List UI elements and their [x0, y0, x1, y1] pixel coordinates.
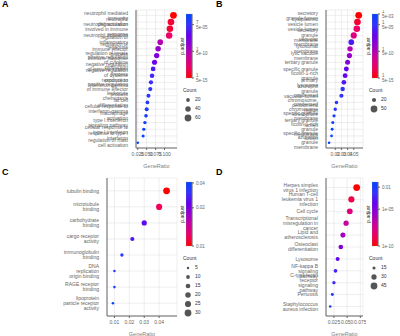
svg-text:neutrophil mediatedimmunity: neutrophil mediatedimmunity — [84, 10, 128, 21]
svg-text:15e-10: 15e-10 — [382, 47, 394, 57]
svg-text:condensedchromosomekinetochore: condensedchromosomekinetochore — [289, 101, 318, 117]
svg-text:p.adjust: p.adjust — [366, 37, 371, 55]
svg-text:negative regulationof immune s: negative regulationof immune systemproce… — [86, 61, 129, 77]
svg-text:15: 15 — [381, 264, 387, 270]
svg-text:Lysosome: Lysosome — [295, 256, 318, 262]
svg-text:15e-15: 15e-15 — [382, 73, 394, 82]
svg-text:Transcriptionalmisregulation i: Transcriptionalmisregulation incancer — [283, 215, 318, 231]
svg-text:0.02: 0.02 — [124, 319, 134, 325]
svg-text:5: 5 — [195, 264, 198, 270]
svg-text:p.adjust: p.adjust — [366, 205, 371, 223]
svg-text:Herpes simplexvirus 1 infectio: Herpes simplexvirus 1 infection — [283, 182, 318, 193]
svg-text:carbohydratebinding: carbohydratebinding — [70, 217, 99, 228]
svg-text:0.02: 0.02 — [196, 205, 205, 210]
svg-text:15e-15: 15e-15 — [196, 73, 208, 82]
svg-text:20: 20 — [195, 96, 201, 102]
svg-text:45: 45 — [381, 282, 387, 288]
svg-text:75e-05: 75e-05 — [196, 20, 208, 30]
svg-text:15e-05: 15e-05 — [382, 20, 394, 30]
svg-text:1e-05: 1e-05 — [382, 207, 394, 212]
svg-text:RAGE receptorbinding: RAGE receptorbinding — [65, 281, 99, 292]
svg-text:25: 25 — [195, 300, 201, 306]
svg-text:15e-03: 15e-03 — [382, 10, 394, 19]
svg-text:Count: Count — [183, 87, 197, 93]
svg-text:Count: Count — [369, 87, 383, 93]
svg-text:GeneRatio: GeneRatio — [129, 331, 155, 336]
svg-text:p.adjust: p.adjust — [180, 37, 185, 55]
svg-text:0.01: 0.01 — [382, 185, 391, 190]
svg-text:microtubulebinding: microtubulebinding — [73, 201, 99, 212]
svg-text:10: 10 — [195, 273, 201, 279]
svg-text:lipoproteinparticle receptorac: lipoproteinparticle receptoractivity — [63, 295, 99, 311]
svg-text:NF-kappa Bsignalingpathway: NF-kappa Bsignalingpathway — [291, 263, 318, 279]
svg-text:0.025: 0.025 — [328, 319, 341, 325]
svg-text:ficolin-1-richgranulemembrane: ficolin-1-richgranulemembrane — [291, 121, 318, 137]
svg-text:0.100: 0.100 — [158, 151, 171, 157]
svg-text:Count: Count — [183, 255, 197, 261]
svg-text:50: 50 — [381, 105, 387, 111]
svg-text:0.01: 0.01 — [196, 244, 205, 249]
svg-text:15e-10: 15e-10 — [196, 47, 208, 57]
svg-text:response tointerferon-gamma: response tointerferon-gamma — [89, 77, 129, 88]
svg-text:neutrophil activationinvolved: neutrophil activationinvolved in immuner… — [84, 21, 129, 37]
svg-text:0.01: 0.01 — [110, 319, 120, 325]
svg-text:Human T-cellleukemia virus 1in: Human T-cellleukemia virus 1infection — [282, 191, 318, 207]
svg-text:p.adjust: p.adjust — [180, 205, 185, 223]
svg-text:DNAreplicationorigin binding: DNAreplicationorigin binding — [69, 263, 99, 279]
svg-text:GeneRatio: GeneRatio — [331, 163, 357, 168]
svg-text:Osteoclastdifferentiation: Osteoclastdifferentiation — [288, 241, 319, 252]
svg-text:0.03: 0.03 — [139, 319, 149, 325]
svg-text:Lipid andatherosclerosis: Lipid andatherosclerosis — [284, 229, 318, 240]
svg-text:cargo receptoractivity: cargo receptoractivity — [67, 233, 100, 244]
svg-text:Count: Count — [369, 255, 383, 261]
svg-text:secretorygranule lumen: secretorygranule lumen — [286, 10, 318, 21]
svg-text:C-type lectinreceptorsignaling: C-type lectinreceptorsignalingpathway — [290, 272, 318, 293]
svg-text:specific granule: specific granule — [283, 66, 318, 72]
svg-text:0.05: 0.05 — [349, 151, 359, 157]
svg-text:GeneRatio: GeneRatio — [143, 163, 169, 168]
svg-text:0.075: 0.075 — [354, 319, 366, 325]
svg-text:specific granulelumen: specific granulelumen — [283, 130, 318, 141]
svg-text:60: 60 — [195, 114, 201, 120]
svg-text:Cell cycle: Cell cycle — [297, 208, 319, 214]
svg-text:immunoglobulinbinding: immunoglobulinbinding — [64, 249, 99, 260]
svg-text:15: 15 — [195, 282, 201, 288]
svg-text:0.04: 0.04 — [154, 319, 164, 325]
svg-text:20: 20 — [195, 291, 201, 297]
svg-text:Staphylococcusaureus infection: Staphylococcusaureus infection — [283, 301, 319, 312]
svg-text:30: 30 — [195, 309, 201, 315]
svg-text:40: 40 — [195, 105, 201, 111]
svg-text:1e-10: 1e-10 — [382, 244, 394, 249]
svg-text:20: 20 — [381, 96, 387, 102]
svg-text:vacuolarmembrane: vacuolarmembrane — [294, 36, 318, 47]
svg-text:regulation ofimmune effectorpr: regulation ofimmune effectorprocess — [92, 41, 128, 57]
svg-text:0.04: 0.04 — [196, 181, 205, 186]
svg-text:tubulin binding: tubulin binding — [67, 188, 99, 194]
svg-text:0.050: 0.050 — [341, 319, 354, 325]
svg-text:30: 30 — [381, 273, 387, 279]
svg-text:GeneRatio: GeneRatio — [331, 331, 357, 336]
